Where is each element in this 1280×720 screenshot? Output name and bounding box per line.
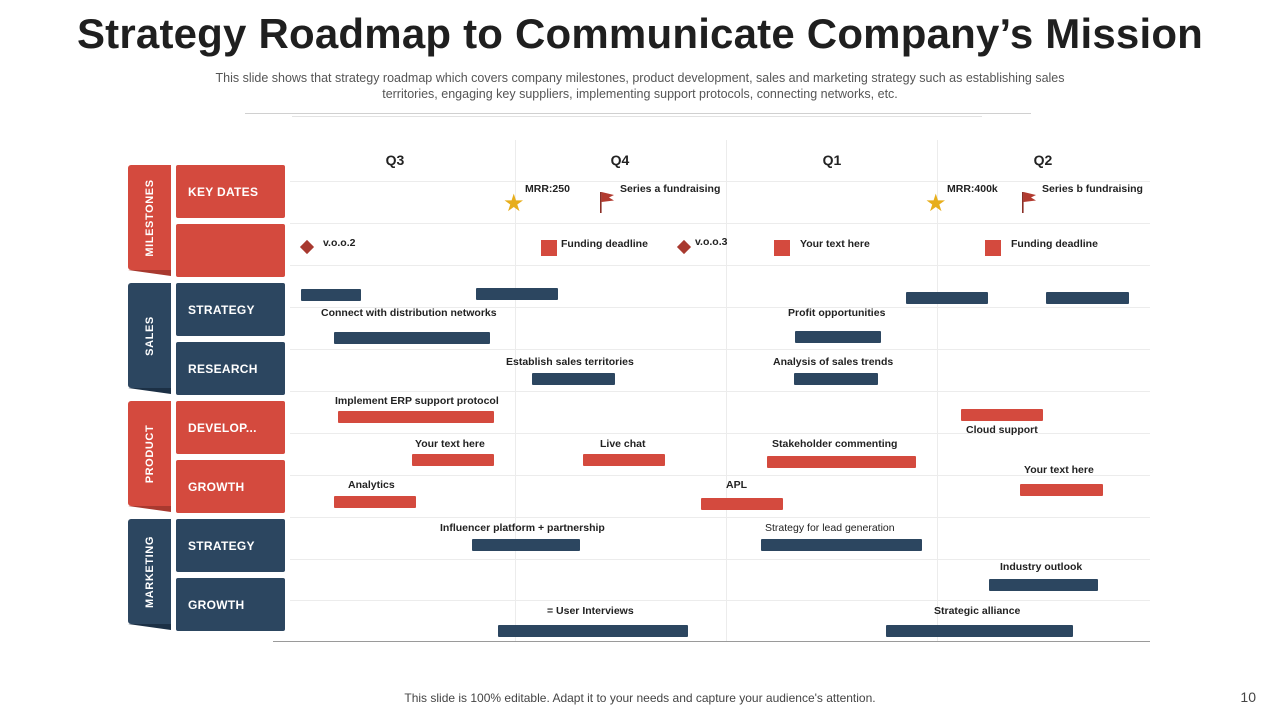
timeline-bar [794, 373, 878, 385]
timeline-label: = User Interviews [547, 605, 634, 617]
divider [292, 116, 982, 117]
row-label-product-growth: GROWTH [176, 460, 285, 513]
timeline-bar [989, 579, 1098, 591]
timeline-bar [1046, 292, 1129, 304]
timeline-bar [334, 332, 490, 344]
timeline-bar [701, 498, 783, 510]
diamond-icon [676, 239, 692, 255]
timeline-bar [767, 456, 916, 468]
timeline-label: APL [726, 479, 747, 491]
milestone-label: v.o.o.3 [695, 236, 728, 248]
grid-line [290, 307, 1150, 308]
timeline-bar [761, 539, 922, 551]
timeline-bar [338, 411, 494, 423]
grid-line [290, 391, 1150, 392]
square-icon [985, 240, 1001, 256]
slide-title: Strategy Roadmap to Communicate Company’… [76, 10, 1204, 57]
timeline-bar [961, 409, 1043, 421]
grid-line [290, 559, 1150, 560]
timeline-label: Industry outlook [1000, 561, 1083, 573]
milestone-label: Series a fundraising [620, 183, 721, 195]
axis-line [273, 641, 1150, 642]
grid-line [290, 223, 1150, 224]
row-label-sales-strategy: STRATEGY [176, 283, 285, 336]
grid-line [290, 181, 1150, 182]
row-label-marketing-growth: GROWTH [176, 578, 285, 631]
quarter-header: Q3 [385, 152, 405, 168]
star-icon: ★ [503, 190, 525, 217]
divider [245, 113, 1031, 114]
page-number: 10 [1240, 689, 1256, 705]
diamond-icon [299, 239, 315, 255]
milestone-label: Funding deadline [561, 238, 648, 250]
grid-line [290, 517, 1150, 518]
timeline-bar [583, 454, 665, 466]
footer-note: This slide is 100% editable. Adapt it to… [404, 691, 876, 705]
timeline-label: Stakeholder commenting [772, 438, 898, 450]
timeline-bar [1020, 484, 1103, 496]
quarter-header: Q2 [1033, 152, 1053, 168]
timeline-label: Influencer platform + partnership [440, 522, 605, 534]
milestone-label: Funding deadline [1011, 238, 1098, 250]
timeline-label: Strategy for lead generation [765, 522, 895, 534]
timeline-bar [301, 289, 361, 301]
timeline-label: Analytics [348, 479, 395, 491]
timeline-bar [886, 625, 1073, 637]
timeline-bar [906, 292, 988, 304]
timeline-bar [472, 539, 580, 551]
timeline-label: Analysis of sales trends [773, 356, 894, 368]
row-label-marketing-strategy: STRATEGY [176, 519, 285, 572]
grid-line [290, 475, 1150, 476]
category-sales: SALES [128, 283, 171, 394]
square-icon [774, 240, 790, 256]
row-label-research: RESEARCH [176, 342, 285, 395]
milestone-label: MRR:250 [525, 183, 570, 195]
timeline-label: Your text here [415, 438, 485, 450]
timeline-label: Your text here [1024, 464, 1094, 476]
timeline-bar [476, 288, 558, 300]
timeline-bar [412, 454, 494, 466]
milestone-label: MRR:400k [947, 183, 998, 195]
grid-line [290, 433, 1150, 434]
category-product: PRODUCT [128, 401, 171, 512]
quarter-header: Q4 [610, 152, 630, 168]
star-icon: ★ [925, 190, 947, 217]
square-icon [541, 240, 557, 256]
timeline-label: Implement ERP support protocol [335, 395, 499, 407]
milestone-label: Series b fundraising [1042, 183, 1143, 195]
timeline-bar [498, 625, 688, 637]
timeline-label: Connect with distribution networks [321, 307, 497, 319]
milestone-label: v.o.o.2 [323, 237, 356, 249]
category-milestones: MILESTONES [128, 165, 171, 276]
flag-icon [600, 192, 614, 213]
timeline-label: Live chat [600, 438, 646, 450]
flag-icon [1022, 192, 1036, 213]
timeline-label: Profit opportunities [788, 307, 886, 319]
quarter-header: Q1 [822, 152, 842, 168]
grid-line [290, 600, 1150, 601]
row-label-key-dates: KEY DATES [176, 165, 285, 218]
grid-line [290, 349, 1150, 350]
milestone-label: Your text here [800, 238, 870, 250]
timeline-bar [532, 373, 615, 385]
timeline-label: Strategic alliance [934, 605, 1021, 617]
row-label-blank [176, 224, 285, 277]
grid-line [290, 265, 1150, 266]
slide-subtitle: This slide shows that strategy roadmap w… [215, 71, 1065, 101]
row-label-develop: DEVELOP... [176, 401, 285, 454]
timeline-label: Cloud support [966, 424, 1038, 436]
timeline-bar [334, 496, 416, 508]
timeline-bar [795, 331, 881, 343]
timeline-label: Establish sales territories [506, 356, 634, 368]
category-marketing: MARKETING [128, 519, 171, 630]
